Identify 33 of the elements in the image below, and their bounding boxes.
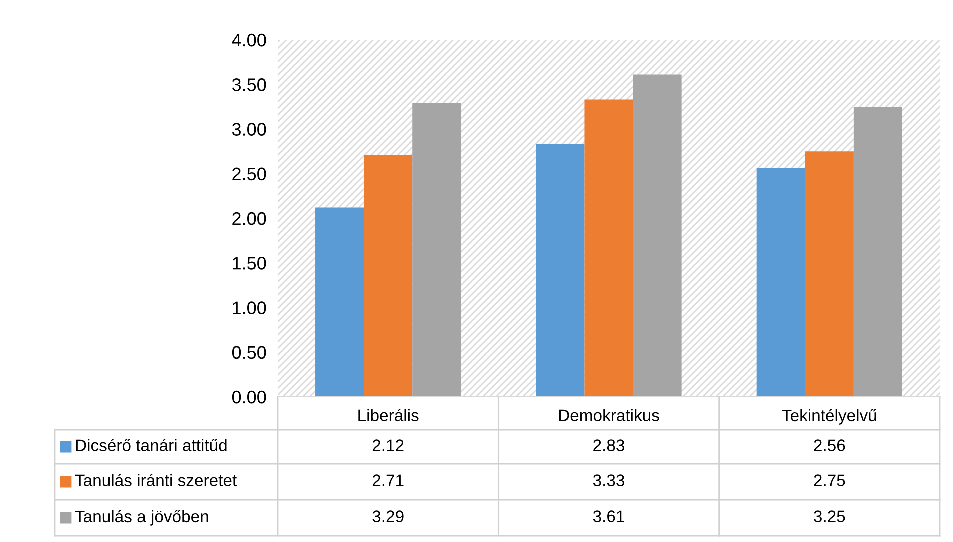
bar bbox=[536, 144, 585, 397]
data-label: 3.25 bbox=[814, 510, 846, 522]
legend-label: Tanulás iránti szeretet bbox=[75, 474, 237, 486]
data-label: 2.56 bbox=[814, 440, 846, 452]
y-tick-label: 3.00 bbox=[232, 123, 266, 136]
x-tick-label: Demokratikus bbox=[559, 409, 660, 422]
x-tick-label: Liberális bbox=[358, 409, 419, 422]
y-tick-label: 4.00 bbox=[232, 34, 266, 47]
y-tick-label: 3.50 bbox=[232, 78, 266, 92]
y-tick-label: 0.00 bbox=[232, 390, 266, 404]
legend-label: Tanulás a jövőben bbox=[75, 510, 208, 526]
bar bbox=[756, 168, 806, 397]
data-label: 3.33 bbox=[593, 474, 624, 486]
y-tick-label: 1.50 bbox=[233, 257, 266, 270]
bar bbox=[854, 106, 902, 397]
bar bbox=[316, 208, 364, 397]
y-tick-label: 0.50 bbox=[232, 346, 266, 360]
data-label: 3.29 bbox=[372, 510, 404, 522]
bar bbox=[805, 152, 854, 397]
data-label: 3.61 bbox=[593, 510, 624, 522]
y-tick-label: 1.00 bbox=[233, 302, 266, 314]
bar bbox=[364, 155, 413, 397]
data-label: 2.75 bbox=[814, 474, 846, 486]
bar bbox=[412, 103, 462, 397]
bar bbox=[633, 74, 682, 397]
data-label: 2.83 bbox=[594, 440, 624, 452]
data-label: 2.12 bbox=[372, 440, 404, 452]
data-label: 2.71 bbox=[372, 474, 404, 486]
x-tick-label: Tekintélyelvű bbox=[782, 409, 877, 425]
legend-label: Dicsérő tanári attitűd bbox=[76, 439, 227, 452]
y-tick-label: 2.00 bbox=[232, 212, 266, 226]
y-tick-label: 2.50 bbox=[232, 168, 266, 181]
bar bbox=[584, 100, 634, 397]
